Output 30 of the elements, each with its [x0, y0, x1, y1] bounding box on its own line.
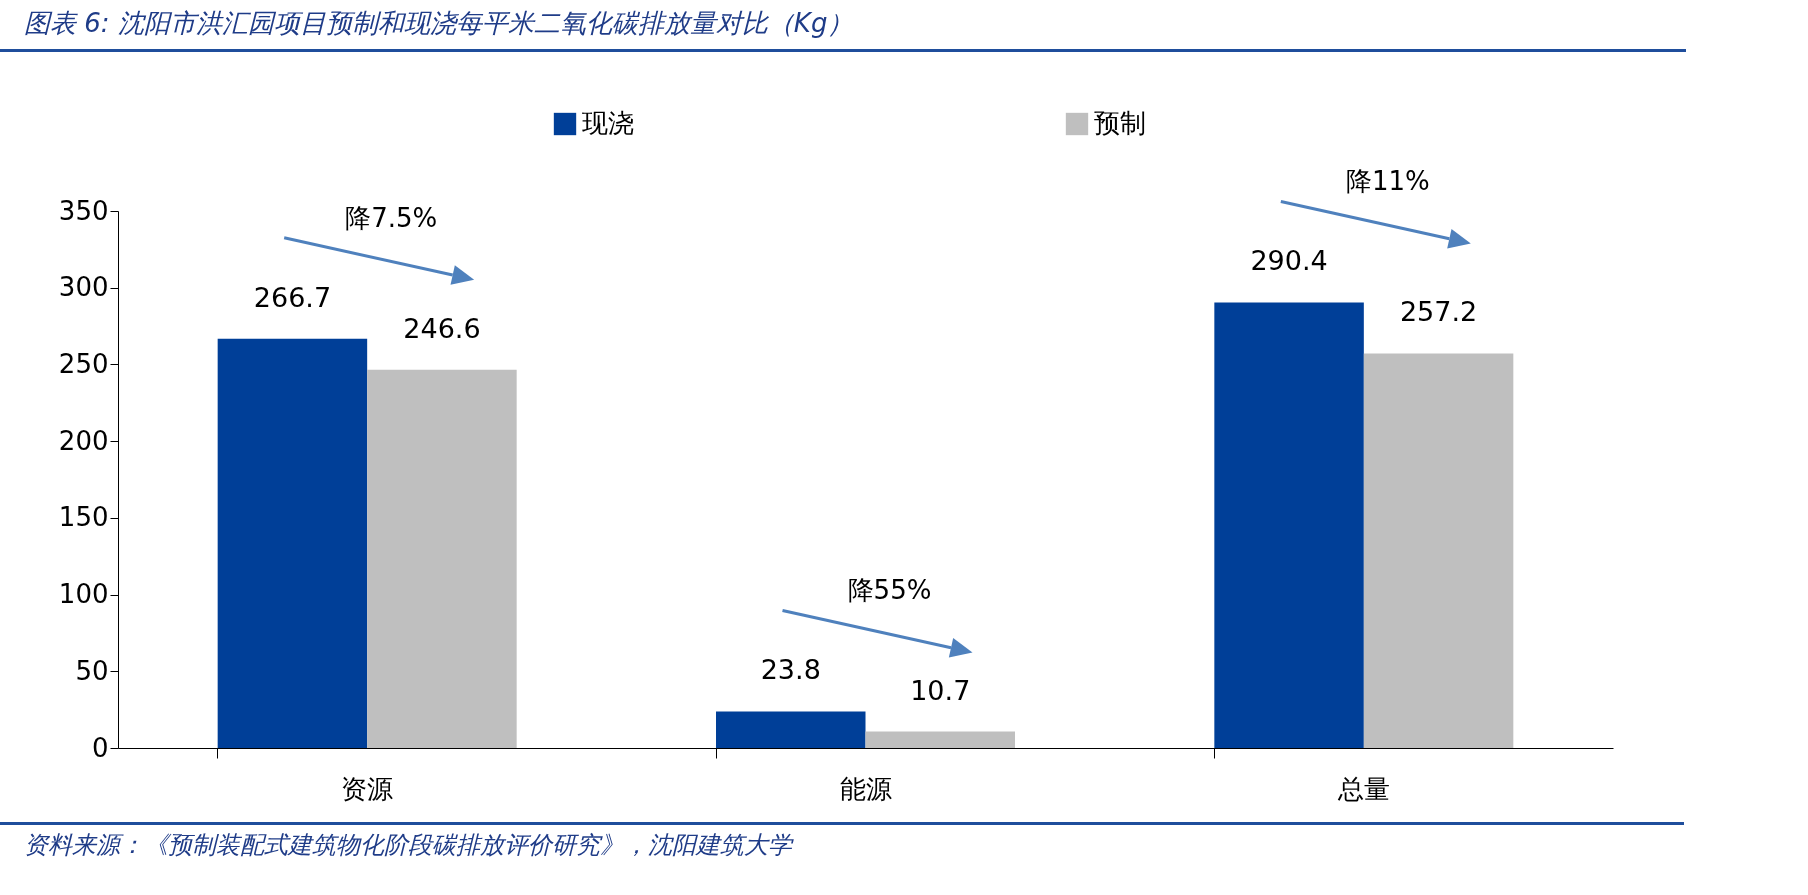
legend-label: 现浇 [582, 108, 634, 138]
y-tick-label: 300 [58, 272, 109, 303]
data-label: 23.8 [760, 654, 821, 686]
y-tick-label: 150 [58, 502, 109, 533]
data-label: 290.4 [1250, 245, 1328, 277]
bar [865, 731, 1015, 748]
text: 降11% [1345, 166, 1430, 197]
bar [1214, 302, 1364, 748]
annotation: 降55% [847, 575, 932, 606]
data-label: 266.7 [253, 281, 332, 313]
y-tick-label: 200 [58, 425, 109, 456]
bar [367, 369, 517, 748]
text: 资料来源：《预制装配式建筑物化阶段碳排放评价研究》，沈阳建筑大学 [0, 822, 1684, 861]
bar [217, 338, 368, 748]
bar [1363, 353, 1514, 748]
bar [716, 711, 866, 748]
x-tick-label: 能源 [839, 773, 892, 804]
y-tick-label: 100 [58, 579, 109, 610]
data-label: 246.6 [403, 312, 481, 344]
x-tick-label: 资源 [341, 773, 394, 804]
chart-title: 图表 6: 沈阳市洪汇园项目预制和现浇每平米二氧化碳排放量对比（Kg） [0, 0, 1686, 52]
x-tick-label: 总量 [1336, 773, 1390, 804]
annotation: 降7.5% [345, 202, 438, 233]
legend-label: 预制 [1094, 108, 1146, 138]
data-label: 257.2 [1399, 296, 1478, 328]
y-tick-label: 0 [91, 732, 109, 763]
data-label: 10.7 [910, 674, 971, 706]
y-tick-label: 50 [75, 655, 109, 686]
y-tick-label: 250 [58, 348, 109, 379]
y-tick-label: 350 [58, 195, 109, 226]
